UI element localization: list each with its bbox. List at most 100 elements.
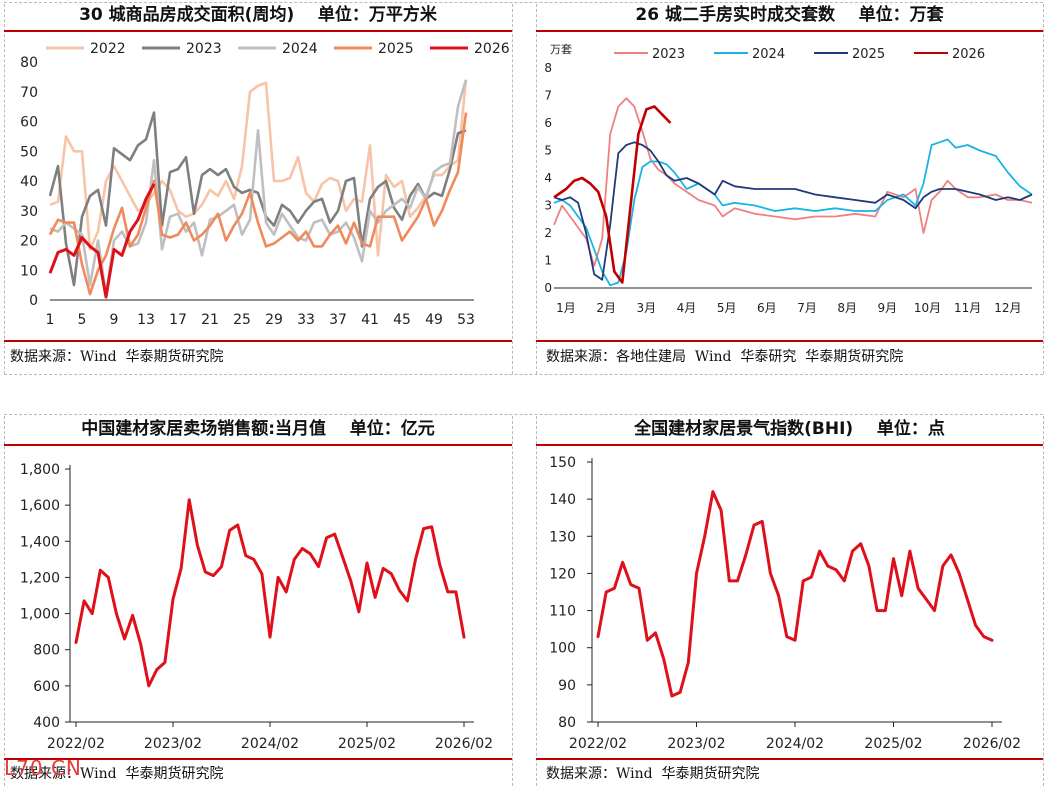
y-tick-label: 6	[544, 116, 552, 130]
x-tick-label: 2月	[596, 301, 616, 315]
y-tick-label: 3	[544, 199, 552, 213]
y-tick-label: 130	[549, 529, 576, 545]
y-tick-label: 0	[29, 293, 38, 309]
x-tick-label: 37	[329, 312, 347, 328]
y-tick-label: 1,000	[20, 607, 60, 623]
y-axis-unit: 万套	[550, 43, 572, 56]
frame-top-line	[4, 2, 1043, 3]
series-line-2022	[49, 79, 468, 257]
y-tick-label: 0	[544, 281, 552, 295]
frame-right-bottom	[1043, 416, 1044, 786]
source-note-4: 数据来源：Wind 华泰期货研究院	[546, 766, 760, 782]
legend-label-2024: 2024	[752, 47, 785, 62]
x-tick-label: 13	[137, 312, 155, 328]
legend-label-2023: 2023	[652, 47, 685, 62]
frame-left-bottom	[4, 416, 5, 786]
watermark: L70.CN	[4, 756, 82, 780]
x-tick-label: 2023/02	[667, 736, 725, 752]
y-tick-label: 60	[20, 115, 38, 131]
source-rule-1	[4, 340, 512, 342]
title-underline-1	[4, 30, 512, 32]
y-tick-label: 20	[20, 234, 38, 250]
series-line-2024	[553, 138, 1033, 287]
legend-label-2025: 2025	[852, 47, 885, 62]
y-tick-label: 600	[33, 679, 60, 695]
legend-label-2026: 2026	[952, 47, 985, 62]
y-tick-label: 8	[544, 61, 552, 75]
y-tick-label: 5	[544, 144, 552, 158]
y-tick-label: 50	[20, 144, 38, 160]
x-tick-label: 6月	[757, 301, 777, 315]
title-underline-4	[536, 444, 1043, 446]
y-tick-label: 7	[544, 89, 552, 103]
y-tick-label: 1,400	[20, 534, 60, 550]
series-line-2026	[553, 105, 672, 284]
series-line	[596, 490, 994, 698]
x-tick-label: 7月	[797, 301, 817, 315]
y-tick-label: 70	[20, 85, 38, 101]
chart-title-1: 30 城商品房成交面积(周均) 单位：万平方米	[79, 5, 437, 25]
y-tick-label: 4	[544, 171, 552, 185]
y-tick-label: 1,200	[20, 570, 60, 586]
y-tick-label: 1	[544, 254, 552, 268]
legend-label-2023: 2023	[186, 41, 222, 57]
y-tick-label: 140	[549, 492, 576, 508]
x-tick-label: 29	[265, 312, 283, 328]
x-tick-label: 45	[393, 312, 411, 328]
source-rule-2	[536, 340, 1043, 342]
series-line-2025	[48, 112, 468, 296]
frame-mid-bottom	[512, 416, 513, 786]
series-line-2026	[48, 183, 156, 299]
x-tick-label: 17	[169, 312, 187, 328]
title-underline-3	[4, 444, 512, 446]
legend-label-2024: 2024	[282, 41, 318, 57]
source-rule-3	[4, 758, 512, 760]
y-tick-label: 80	[20, 55, 38, 71]
frame-mid-line	[4, 374, 1043, 375]
y-tick-label: 150	[549, 455, 576, 471]
x-tick-label: 1月	[556, 301, 576, 315]
x-tick-label: 2022/02	[47, 736, 105, 752]
x-tick-label: 2026/02	[435, 736, 493, 752]
series-line-2023	[48, 111, 467, 287]
x-tick-label: 5月	[717, 301, 737, 315]
y-tick-label: 120	[549, 566, 576, 582]
x-tick-label: 5	[78, 312, 87, 328]
y-tick-label: 10	[20, 263, 38, 279]
y-tick-label: 110	[549, 604, 576, 620]
chart-30city-area: 0 10 20 30 40 50 60 70 80 1 5 9 13 17 21 25 29 33 37 41 45 49…	[20, 41, 510, 328]
x-tick-label: 1	[46, 312, 55, 328]
y-tick-label: 1,600	[20, 498, 60, 514]
x-tick-label: 11月	[954, 301, 981, 315]
series-line	[74, 498, 466, 688]
x-tick-label: 2025/02	[338, 736, 396, 752]
x-tick-label: 4月	[677, 301, 697, 315]
source-note-1: 数据来源：Wind 华泰期货研究院	[10, 349, 224, 365]
chart-bhi-index: 80 90 100 110 120 130 140 150 2022/02 2023/02 2024…	[549, 455, 1021, 752]
chart-26city-secondhand: 万套 0 1 2 3 4 5 6 7 8 1月 2月 3月 4月 5月 6月 7月 8月 9月 10月 11月 12月 20…	[544, 43, 1033, 315]
x-tick-label: 2025/02	[864, 736, 922, 752]
title-underline-2	[536, 30, 1043, 32]
chart-title-2: 26 城二手房实时成交套数 单位：万套	[635, 5, 944, 25]
y-tick-label: 100	[549, 641, 576, 657]
x-tick-label: 49	[425, 312, 443, 328]
x-tick-label: 2024/02	[766, 736, 824, 752]
frame-mid-top	[512, 4, 513, 374]
y-tick-label: 80	[558, 715, 576, 731]
source-rule-4	[536, 758, 1043, 760]
source-note-3: 数据来源：Wind 华泰期货研究院	[10, 766, 224, 782]
y-tick-label: 800	[33, 643, 60, 659]
x-tick-label: 12月	[994, 301, 1021, 315]
x-tick-label: 9月	[878, 301, 898, 315]
frame-mid-top-2	[536, 4, 537, 374]
x-tick-label: 2023/02	[144, 736, 202, 752]
series-line-2024	[49, 79, 468, 296]
y-tick-label: 90	[558, 678, 576, 694]
frame-right-top	[1043, 4, 1044, 374]
legend-label-2026: 2026	[474, 41, 510, 57]
source-note-2: 数据来源：各地住建局 Wind 华泰研究 华泰期货研究院	[546, 349, 904, 365]
y-tick-label: 30	[20, 204, 38, 220]
x-tick-label: 2026/02	[963, 736, 1021, 752]
x-tick-label: 21	[201, 312, 219, 328]
legend-label-2022: 2022	[90, 41, 126, 57]
